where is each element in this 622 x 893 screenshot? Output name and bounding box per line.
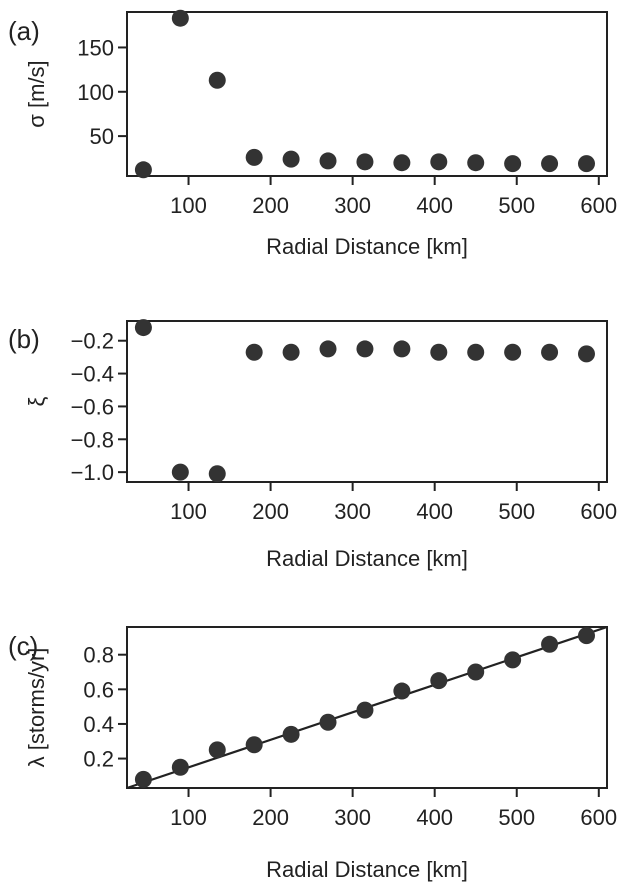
panel-c-data-point [393,682,411,700]
panel-b-y-axis-label: ξ [24,396,49,406]
panel-a-y-tick-label: 100 [77,80,114,105]
panel-c-y-tick-label: 0.4 [83,712,114,737]
panel-c-data-point [467,663,485,681]
panel-c-data-point [577,627,595,645]
panel-b-y-tick-label: −0.2 [71,329,114,354]
panel-b-y-tick-label: −0.8 [71,427,114,452]
panel-b-data-point [504,343,522,361]
panel-a-data-point [541,155,559,173]
panel-a-x-tick-label: 600 [580,193,617,218]
panel-a-data-point [577,155,595,173]
panel-c-x-tick-label: 100 [170,805,207,830]
panel-c-data-point [319,713,337,731]
panel-a-data-point [393,154,411,172]
panel-c-data-point [504,651,522,669]
panel-b-plot-frame [126,320,608,483]
panel-c-x-tick-label: 300 [334,805,371,830]
panel-c-data-point [134,770,152,788]
panel-c-y-axis-label: λ [storms/yr] [24,648,49,768]
panel-a-data-point [356,153,374,171]
panel-b-y-tick-label: −1.0 [71,460,114,485]
panel-b-x-axis-label: Radial Distance [km] [266,546,468,571]
panel-b-data-point [319,340,337,358]
panel-a-data-point [282,150,300,168]
panel-a-y-axis-label: σ [m/s] [24,60,49,127]
panel-b-y-tick-label: −0.4 [71,362,114,387]
panel-c-y-tick-label: 0.8 [83,643,114,668]
panel-a-data-point [319,152,337,170]
panel-b-x-tick-label: 600 [580,499,617,524]
panel-a-y-tick-label: 50 [90,124,114,149]
panel-b-data-point [356,340,374,358]
panel-c-label: (c) [8,631,38,661]
panel-b-x-tick-label: 200 [252,499,289,524]
panel-a-data-point [245,148,263,166]
panel-c-plot-frame [126,626,608,789]
panel-a-x-tick-label: 300 [334,193,371,218]
panel-c-data-point [541,635,559,653]
panel-b-label: (b) [8,324,40,354]
panel-c-y-tick-label: 0.2 [83,747,114,772]
panel-b-data-point [577,345,595,363]
panel-b-data-point [393,340,411,358]
panel-c-y-tick-label: 0.6 [83,677,114,702]
panel-c-x-tick-label: 500 [498,805,535,830]
panel-a-x-tick-label: 200 [252,193,289,218]
panel-b-data-point [171,463,189,481]
panel-b-data-point [467,343,485,361]
panel-a-data-point [208,71,226,89]
panel-b-x-tick-label: 500 [498,499,535,524]
panel-b-data-point [134,319,152,337]
panel-a-x-tick-label: 400 [416,193,453,218]
panel-a-data-point [171,9,189,27]
panel-b-data-point [541,343,559,361]
panel-b-x-tick-label: 400 [416,499,453,524]
panel-c-x-axis-label: Radial Distance [km] [266,857,468,882]
panel-a-data-point [504,155,522,173]
panel-b-data-point [282,343,300,361]
panel-a-data-point [430,153,448,171]
panel-c-data-point [208,741,226,759]
panel-c-data-point [245,736,263,754]
panel-c-x-tick-label: 200 [252,805,289,830]
panel-c-data-point [356,701,374,719]
panel-a-data-point [134,161,152,179]
panel-c-data-point [282,725,300,743]
panel-c-data-point [430,672,448,690]
panel-c-x-tick-label: 400 [416,805,453,830]
panel-b-x-tick-label: 100 [170,499,207,524]
panel-a-x-tick-label: 500 [498,193,535,218]
panel-a-x-tick-label: 100 [170,193,207,218]
panel-b-x-tick-label: 300 [334,499,371,524]
panel-a-label: (a) [8,16,40,46]
panel-a-plot-frame [126,11,608,177]
panel-b-y-tick-label: −0.6 [71,394,114,419]
panel-b-data-point [208,465,226,483]
panel-c-data-point [171,758,189,776]
panel-c-x-tick-label: 600 [580,805,617,830]
panel-b-data-point [430,343,448,361]
panel-a-x-axis-label: Radial Distance [km] [266,234,468,259]
panel-a-y-tick-label: 150 [77,35,114,60]
panel-a-data-point [467,154,485,172]
panel-b-data-point [245,343,263,361]
